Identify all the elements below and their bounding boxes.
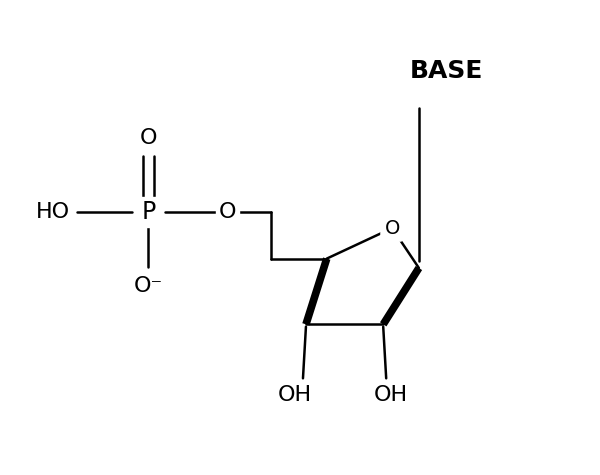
Text: O: O	[219, 202, 236, 222]
Text: BASE: BASE	[410, 59, 484, 83]
Text: P: P	[141, 200, 155, 224]
Text: O: O	[385, 218, 400, 238]
Text: HO: HO	[35, 202, 70, 222]
Text: O: O	[140, 128, 157, 148]
Text: OH: OH	[373, 385, 407, 405]
Text: OH: OH	[278, 385, 313, 405]
Text: O⁻: O⁻	[134, 276, 163, 296]
